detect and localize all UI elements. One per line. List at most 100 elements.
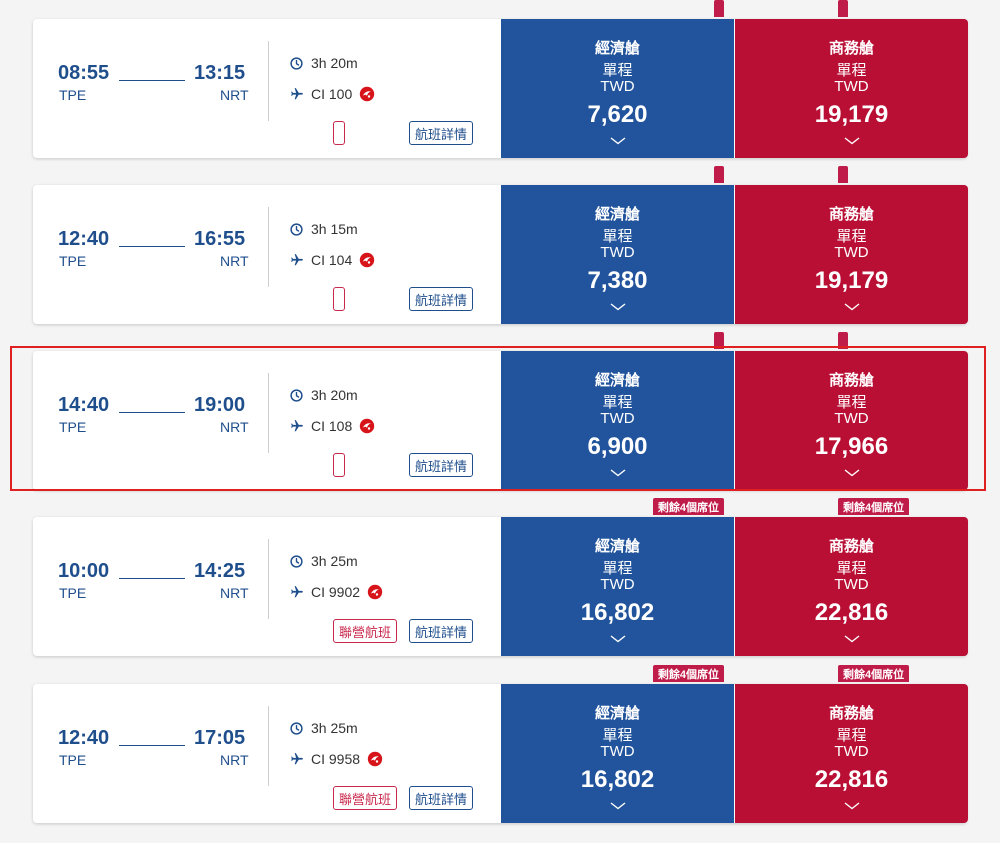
- codeshare-button[interactable]: 聯營航班: [333, 786, 398, 810]
- flight-card: 10:00 14:25 TPE NRT 3h 25m CI 9902: [33, 498, 968, 656]
- clock-icon: [290, 554, 304, 568]
- cabin-class-label: 經濟艙: [594, 372, 640, 389]
- flight-info: 14:40 19:00 TPE NRT 3h 20m CI 108: [33, 351, 501, 490]
- flight-card: 12:40 16:55 TPE NRT 3h 15m CI 104: [33, 166, 968, 324]
- flight-duration: 3h 15m: [311, 221, 358, 237]
- jal-crane-logo-icon: [359, 252, 375, 268]
- fare-price: 19,179: [814, 267, 889, 294]
- trip-type-label: 單程: [836, 62, 867, 79]
- route-line: [119, 745, 185, 746]
- business-fare-button[interactable]: 商務艙 單程 TWD 17,966: [735, 332, 968, 490]
- currency-label: TWD: [600, 410, 635, 427]
- business-fare-button[interactable]: 商務艙 單程 TWD 19,179: [735, 0, 968, 158]
- currency-label: TWD: [600, 78, 635, 95]
- flight-info: 12:40 17:05 TPE NRT 3h 25m CI 9958: [33, 684, 501, 823]
- departure-airport-code: TPE: [59, 87, 87, 103]
- fare-price: 19,179: [814, 101, 889, 128]
- flight-card: 14:40 19:00 TPE NRT 3h 20m CI 108: [33, 332, 968, 490]
- flight-details-button[interactable]: 航班詳情: [409, 453, 474, 477]
- fare-price: 7,620: [587, 101, 648, 128]
- flight-duration: 3h 25m: [311, 720, 358, 736]
- currency-label: TWD: [834, 576, 869, 593]
- business-fare-button[interactable]: 剩餘4個席位 商務艙 單程 TWD 22,816: [735, 665, 968, 823]
- route-line: [119, 80, 185, 81]
- duration-row: 3h 20m: [290, 55, 358, 71]
- flight-details-button[interactable]: 航班詳情: [409, 786, 474, 810]
- arrival-airport-code: NRT: [220, 419, 249, 435]
- arrival-time: 17:05: [194, 727, 246, 749]
- route-line: [119, 246, 185, 247]
- departure-time: 14:40: [58, 394, 110, 416]
- flight-details-button[interactable]: 航班詳情: [409, 121, 474, 145]
- cabin-class-label: 商務艙: [828, 538, 874, 555]
- codeshare-button[interactable]: 聯營航班: [333, 619, 398, 643]
- route-line: [119, 578, 185, 579]
- economy-fare-button[interactable]: 經濟艙 單程 TWD 6,900: [501, 332, 734, 490]
- divider: [268, 207, 269, 287]
- chevron-down-icon: [501, 635, 734, 643]
- economy-fare-button[interactable]: 剩餘4個席位 經濟艙 單程 TWD 16,802: [501, 498, 734, 656]
- airplane-icon: [290, 419, 304, 433]
- currency-label: TWD: [834, 410, 869, 427]
- flight-info: 08:55 13:15 TPE NRT 3h 20m CI 100: [33, 19, 501, 158]
- clock-icon: [290, 222, 304, 236]
- cabin-class-label: 商務艙: [828, 372, 874, 389]
- fare-price: 22,816: [814, 599, 889, 626]
- trip-type-label: 單程: [602, 228, 633, 245]
- flight-number-row: CI 9958: [290, 751, 383, 767]
- fare-price: 16,802: [580, 599, 655, 626]
- currency-label: TWD: [600, 244, 635, 261]
- flight-number-row: CI 104: [290, 252, 375, 268]
- jal-crane-logo-icon: [367, 584, 383, 600]
- arrival-time: 16:55: [194, 228, 246, 250]
- trip-type-label: 單程: [836, 560, 867, 577]
- departure-airport-code: TPE: [59, 419, 87, 435]
- flight-details-button[interactable]: 航班詳情: [409, 287, 474, 311]
- divider: [268, 41, 269, 121]
- business-fare-button[interactable]: 剩餘4個席位 商務艙 單程 TWD 22,816: [735, 498, 968, 656]
- fare-price: 16,802: [580, 766, 655, 793]
- flight-number-row: CI 100: [290, 86, 375, 102]
- cabin-class-label: 商務艙: [828, 206, 874, 223]
- chevron-down-icon: [501, 802, 734, 810]
- departure-time: 10:00: [58, 560, 110, 582]
- divider: [268, 706, 269, 786]
- currency-label: TWD: [834, 743, 869, 760]
- clock-icon: [290, 388, 304, 402]
- airplane-icon: [290, 87, 304, 101]
- route-line: [119, 412, 185, 413]
- codeshare-button[interactable]: [333, 453, 345, 477]
- seats-remaining-badge: 剩餘4個席位: [652, 498, 724, 515]
- flight-number: CI 9902: [311, 584, 361, 600]
- departure-airport-code: TPE: [59, 253, 87, 269]
- jal-crane-logo-icon: [367, 751, 383, 767]
- trip-type-label: 單程: [602, 560, 633, 577]
- flight-duration: 3h 20m: [311, 387, 358, 403]
- fare-price: 17,966: [814, 433, 889, 460]
- flight-card: 12:40 17:05 TPE NRT 3h 25m CI 9958: [33, 665, 968, 823]
- flight-details-button[interactable]: 航班詳情: [409, 619, 474, 643]
- economy-fare-button[interactable]: 剩餘4個席位 經濟艙 單程 TWD 16,802: [501, 665, 734, 823]
- economy-fare-button[interactable]: 經濟艙 單程 TWD 7,620: [501, 0, 734, 158]
- duration-row: 3h 15m: [290, 221, 358, 237]
- arrival-airport-code: NRT: [220, 253, 249, 269]
- economy-fare-button[interactable]: 經濟艙 單程 TWD 7,380: [501, 166, 734, 324]
- seats-remaining-badge: 剩餘4個席位: [838, 665, 910, 682]
- flight-info: 10:00 14:25 TPE NRT 3h 25m CI 9902: [33, 517, 501, 656]
- trip-type-label: 單程: [602, 62, 633, 79]
- business-fare-button[interactable]: 商務艙 單程 TWD 19,179: [735, 166, 968, 324]
- fare-price: 22,816: [814, 766, 889, 793]
- seats-remaining-badge: 剩餘4個席位: [652, 665, 724, 682]
- duration-row: 3h 25m: [290, 720, 358, 736]
- chevron-down-icon: [501, 137, 734, 145]
- cabin-class-label: 商務艙: [828, 705, 874, 722]
- codeshare-button[interactable]: [333, 287, 345, 311]
- cabin-class-label: 經濟艙: [594, 705, 640, 722]
- chevron-down-icon: [501, 303, 734, 311]
- flight-duration: 3h 25m: [311, 553, 358, 569]
- airplane-icon: [290, 752, 304, 766]
- flight-number: CI 9958: [311, 751, 361, 767]
- codeshare-button[interactable]: [333, 121, 345, 145]
- seats-remaining-badge: [714, 166, 724, 183]
